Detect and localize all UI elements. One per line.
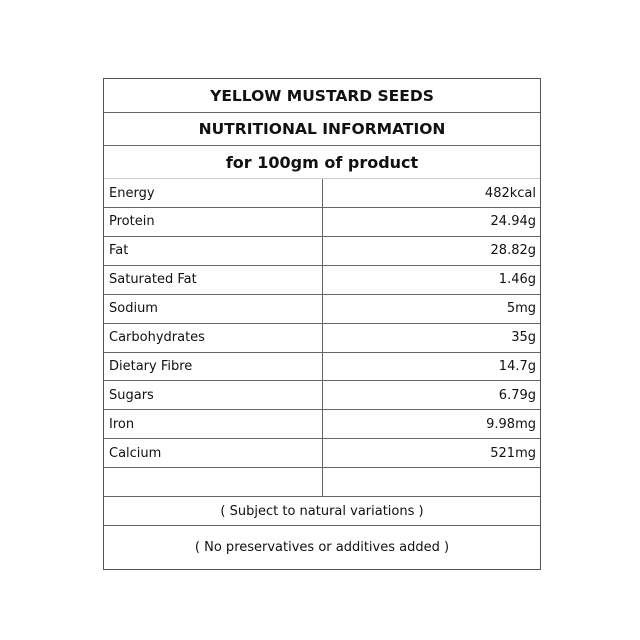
nutrient-label: Sodium: [104, 294, 323, 323]
nutrient-row: Sodium 5mg: [104, 294, 540, 324]
nutrient-value: 482kcal: [484, 185, 536, 201]
nutrient-row: Calcium 521mg: [104, 439, 540, 469]
nutrient-label: Saturated Fat: [104, 265, 323, 294]
nutrition-table: YELLOW MUSTARD SEEDS NUTRITIONAL INFORMA…: [103, 78, 541, 570]
nutrient-value: 28.82g: [490, 243, 536, 259]
nutrient-row: Carbohydrates 35g: [104, 323, 540, 353]
serving-basis: for 100gm of product: [104, 146, 540, 179]
nutrient-value: 9.98mg: [486, 416, 536, 432]
preservatives-note: ( No preservatives or additives added ): [194, 540, 450, 555]
nutrient-value: [323, 468, 540, 496]
product-title: YELLOW MUSTARD SEEDS: [104, 79, 540, 113]
nutrient-value: 521mg: [490, 445, 536, 461]
nutrient-row: Sugars 6.79g: [104, 381, 540, 411]
nutrient-label: Energy: [104, 179, 323, 207]
nutrient-value: 6.79g: [498, 387, 536, 403]
nutrient-label: [104, 468, 323, 496]
nutrient-value: 5mg: [506, 301, 536, 317]
variation-note: ( Subject to natural variations ): [104, 497, 540, 526]
nutrient-value: 14.7g: [498, 358, 536, 374]
nutrient-value: 24.94g: [490, 214, 536, 230]
nutrient-row: Fat 28.82g: [104, 236, 540, 266]
nutrient-label: Fat: [104, 236, 323, 265]
section-title: NUTRITIONAL INFORMATION: [104, 113, 540, 146]
nutrient-label: Calcium: [104, 439, 323, 468]
nutrient-row: Dietary Fibre 14.7g: [104, 352, 540, 382]
nutrient-row: Protein 24.94g: [104, 207, 540, 237]
nutrient-label: Carbohydrates: [104, 323, 323, 352]
nutrient-row: Saturated Fat 1.46g: [104, 265, 540, 295]
nutrient-label: Protein: [104, 207, 323, 236]
nutrient-row: [104, 468, 540, 497]
nutrient-row: Iron 9.98mg: [104, 410, 540, 440]
nutrient-label: Sugars: [104, 381, 323, 410]
nutrient-row: Energy 482kcal: [104, 179, 540, 208]
nutrient-value: 35g: [511, 330, 536, 345]
nutrient-label: Iron: [104, 410, 323, 439]
nutrient-label: Dietary Fibre: [104, 352, 323, 381]
nutrient-value: 1.46g: [498, 272, 536, 288]
